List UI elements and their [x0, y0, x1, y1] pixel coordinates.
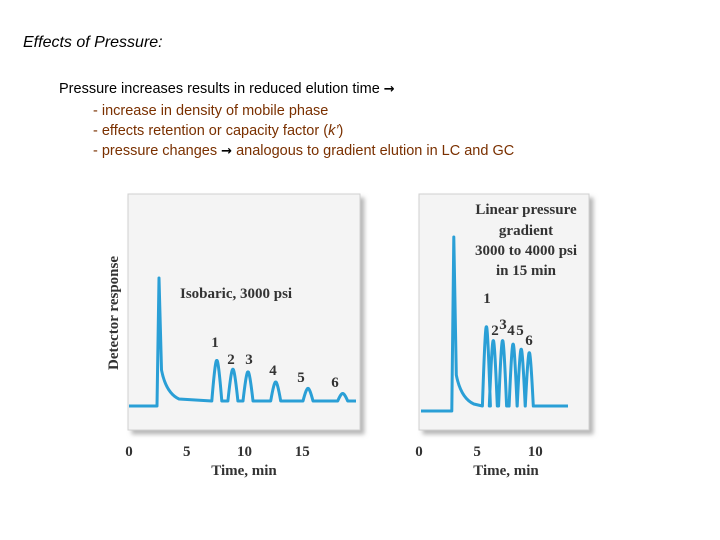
peak-label: 3	[499, 317, 507, 333]
left-chromatogram-line	[129, 276, 356, 408]
bullet-item: - effects retention or capacity factor (…	[93, 121, 514, 141]
left-y-axis-label: Detector response	[106, 256, 122, 370]
left-x-axis-label: Time, min	[211, 463, 277, 479]
right-chart-title-line: 3000 to 4000 psi	[475, 243, 577, 259]
right-chromatogram-line	[421, 235, 568, 413]
peak-label: 3	[245, 352, 253, 368]
bullet-item: - pressure changes → analogous to gradie…	[93, 141, 514, 162]
x-tick-label: 5	[473, 444, 481, 460]
right-arrow-icon: →	[221, 144, 233, 159]
peak-label: 5	[516, 323, 524, 339]
bullet-text: - pressure changes	[93, 143, 218, 159]
right-chart-panel	[418, 193, 590, 431]
bullet-item: - increase in density of mobile phase	[93, 101, 514, 121]
left-chart-title: Isobaric, 3000 psi	[180, 286, 292, 302]
peak-label: 4	[507, 323, 515, 339]
right-chart-title-line: in 15 min	[496, 263, 557, 279]
bullet-text-end: analogous to gradient elution in LC and …	[236, 143, 515, 159]
peak-label: 2	[491, 323, 499, 339]
bullet-italic: k’	[328, 123, 339, 139]
bullet-text: - effects retention or capacity factor (	[93, 123, 329, 139]
bullet-text-end: )	[338, 123, 344, 139]
bullet-list: - increase in density of mobile phase - …	[93, 101, 514, 162]
main-statement-text: Pressure increases results in reduced el…	[59, 81, 380, 97]
x-tick-label: 0	[415, 444, 423, 460]
peak-label: 6	[525, 333, 533, 349]
slide-title: Effects of Pressure:	[23, 34, 163, 51]
x-tick-label: 15	[295, 444, 310, 460]
peak-label: 4	[269, 363, 277, 379]
x-tick-label: 10	[237, 444, 252, 460]
x-tick-label: 10	[528, 444, 543, 460]
right-chart-title-line: Linear pressure	[475, 202, 577, 218]
peak-label: 2	[227, 352, 235, 368]
x-tick-label: 5	[183, 444, 191, 460]
peak-label: 1	[211, 335, 219, 351]
right-arrow-icon: →	[383, 82, 395, 97]
peak-label: 5	[297, 370, 305, 386]
x-tick-label: 0	[125, 444, 133, 460]
peak-label: 6	[331, 375, 339, 391]
peak-label: 1	[483, 291, 491, 307]
right-x-axis-label: Time, min	[473, 463, 539, 479]
right-chart-title-line: gradient	[499, 223, 553, 239]
bullet-text: - increase in density of mobile phase	[93, 103, 329, 119]
main-statement: Pressure increases results in reduced el…	[59, 79, 395, 100]
